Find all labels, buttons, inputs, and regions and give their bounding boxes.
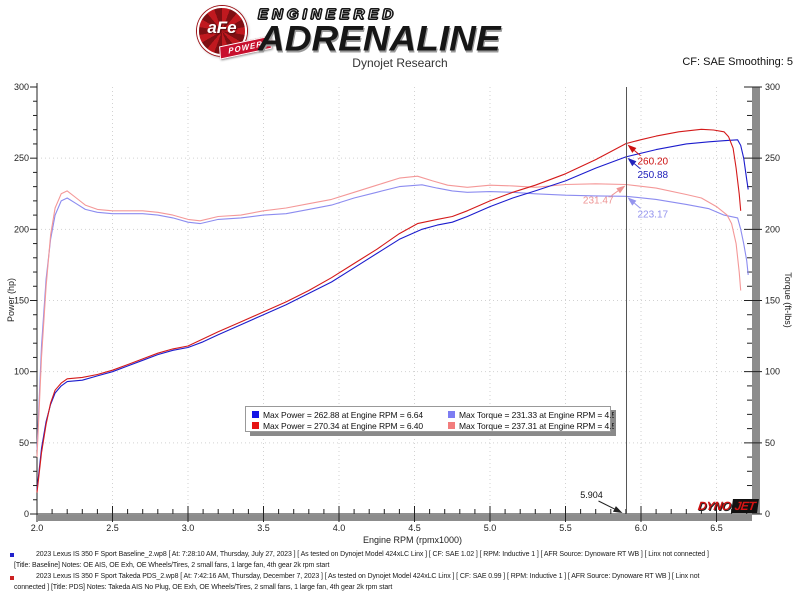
annotation-arrow-line [634, 202, 641, 209]
pds-power-swatch [252, 422, 259, 429]
chart-title: Dynojet Research [352, 56, 448, 70]
torque-tick-label: 150 [765, 296, 780, 306]
curve-pds-power-hp- [36, 128, 742, 493]
cursor-value-label: 260.20 [638, 157, 669, 168]
legend-item-label: Max Torque = 231.33 at Engine RPM = 4.55 [459, 409, 614, 420]
run-info-footer: 2023 Lexus IS 350 F Sport Baseline_2.wp8… [0, 549, 800, 593]
dynojet-logo: DYNO JET [697, 499, 760, 513]
baseline-run-notes: [Title: Baseline] Notes: OE AIS, OE Exh,… [14, 562, 330, 569]
x-tick-label: 6.5 [710, 523, 723, 533]
dynojet-logo-jet: JET [730, 499, 760, 513]
x-tick-label: 4.0 [333, 523, 346, 533]
pds-torque-swatch [448, 422, 455, 429]
annotation-arrow-line [634, 150, 641, 157]
pds-run-meta: 2023 Lexus IS 350 F Sport Takeda PDS_2.w… [36, 573, 700, 580]
afe-power-logo: aFe POWER [197, 5, 275, 63]
cursor-value-label: 223.17 [638, 209, 669, 220]
legend-item-baseline-torque: Max Torque = 231.33 at Engine RPM = 4.55 [448, 410, 614, 420]
x-axis-scrollbar[interactable] [38, 515, 752, 521]
annotation-arrow-line [634, 163, 641, 170]
brand-engineered-text: ENGINEERED [257, 5, 398, 23]
x-axis-title: Engine RPM (rpmx1000) [363, 535, 462, 545]
annotation-arrowhead [627, 144, 637, 153]
torque-tick-label: 50 [765, 438, 775, 448]
power-tick-label: 250 [14, 153, 29, 163]
smoothing-info: CF: SAE Smoothing: 5 [682, 56, 793, 68]
annotation-arrow-line [611, 190, 619, 196]
cursor-rpm-label: 5.904 [580, 490, 603, 500]
x-tick-label: 3.5 [257, 523, 270, 533]
brand-adrenaline-text: ADRENALINE [258, 19, 501, 59]
torque-tick-label: 250 [765, 153, 780, 163]
brand-block: ENGINEERED ADRENALINE [257, 5, 618, 59]
annotation-arrowhead [613, 506, 623, 513]
cursor-value-label: 231.47 [583, 196, 614, 207]
baseline-power-swatch [252, 411, 259, 418]
power-axis-title: Power (hp) [6, 278, 16, 323]
x-tick-label: 5.0 [484, 523, 497, 533]
dyno-plot: 2.0 2.5 3.0 3.5 4.0 4.5 5.0 5.5 6.0 6.5 Engine RPM… [14, 82, 780, 545]
torque-tick-label: 200 [765, 224, 780, 234]
power-tick-label: 50 [19, 438, 29, 448]
legend-item-baseline-power: Max Power = 262.88 at Engine RPM = 6.64 [252, 410, 448, 420]
legend-item-pds-torque: Max Torque = 237.31 at Engine RPM = 4.52 [448, 421, 614, 431]
power-tick-label: 150 [14, 296, 29, 306]
legend-item-label: Max Torque = 237.31 at Engine RPM = 4.52 [459, 420, 614, 431]
power-tick-label: 100 [14, 367, 29, 377]
torque-tick-label: 300 [765, 82, 780, 92]
max-values-legend: Max Power = 262.88 at Engine RPM = 6.64 … [245, 406, 614, 432]
x-tick-label: 4.5 [408, 523, 421, 533]
cursor-value-label: 250.88 [638, 170, 669, 181]
annotation-arrow-line [598, 500, 615, 510]
baseline-run-bullet [10, 553, 14, 557]
x-tick-label: 2.0 [31, 523, 44, 533]
afe-logo-text: aFe [207, 18, 237, 37]
baseline-torque-swatch [448, 411, 455, 418]
torque-axis-title: Torque (ft-lbs) [783, 272, 793, 328]
annotation-arrowhead [627, 157, 637, 167]
pds-run-notes: connected ] [Title: PDS] Notes: Takeda A… [14, 584, 393, 591]
torque-tick-label: 0 [765, 509, 770, 519]
legend-item-pds-power: Max Power = 270.34 at Engine RPM = 6.40 [252, 421, 448, 431]
x-tick-label: 2.5 [106, 523, 119, 533]
curve-pds-torque-ft-lbs- [36, 175, 742, 458]
baseline-run-meta: 2023 Lexus IS 350 F Sport Baseline_2.wp8… [36, 551, 709, 558]
torque-tick-label: 100 [765, 367, 780, 377]
legend-item-label: Max Power = 270.34 at Engine RPM = 6.40 [263, 420, 424, 431]
dynojet-logo-dyno: DYNO [697, 499, 732, 513]
x-tick-label: 5.5 [559, 523, 572, 533]
legend-item-label: Max Power = 262.88 at Engine RPM = 6.64 [263, 409, 424, 420]
power-tick-label: 300 [14, 82, 29, 92]
power-tick-label: 0 [24, 509, 29, 519]
x-tick-label: 3.0 [182, 523, 195, 533]
curve-baseline-power-hp- [36, 139, 749, 490]
x-tick-label: 6.0 [635, 523, 648, 533]
pds-run-bullet [10, 576, 14, 580]
curve-baseline-torque-ft-lbs- [36, 184, 749, 450]
annotation-arrowhead [627, 197, 637, 206]
annotation-arrowhead [616, 185, 626, 194]
power-tick-label: 200 [14, 224, 29, 234]
